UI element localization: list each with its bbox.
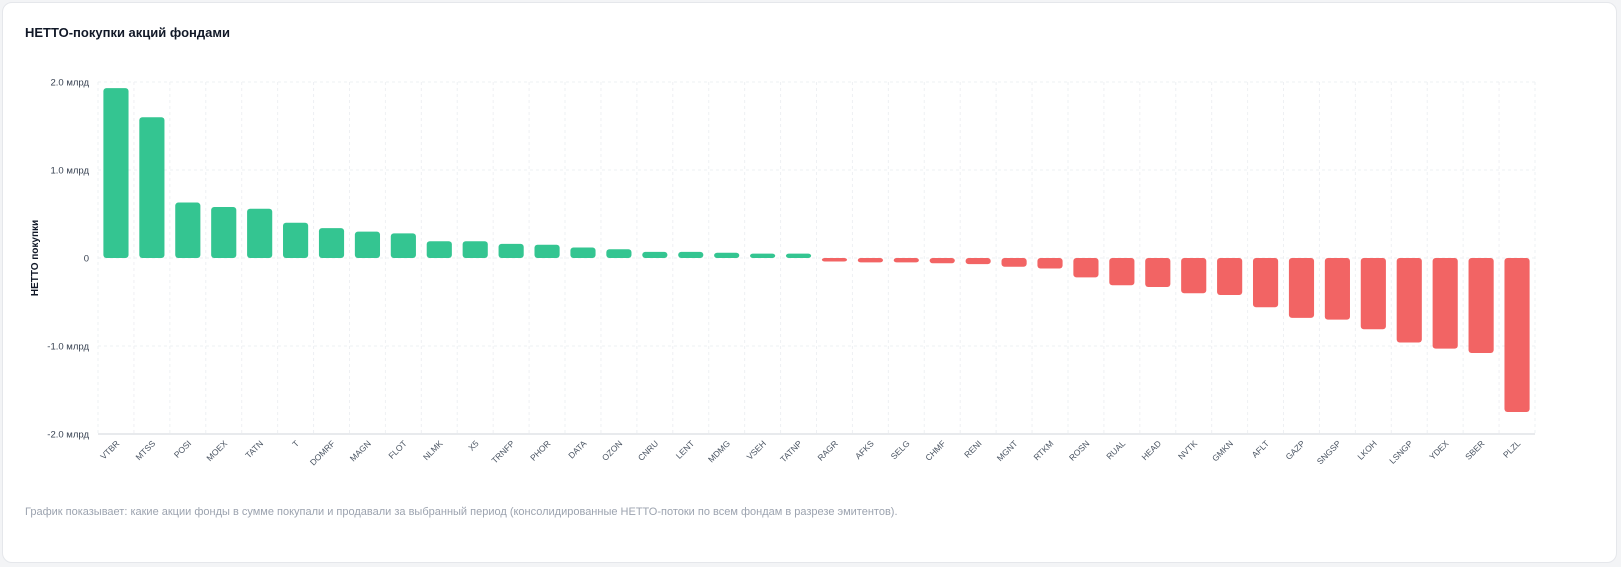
bar-mgnt[interactable] [1001,258,1027,267]
x-tick-label: MGNT [995,438,1020,463]
x-tick-label: RTKM [1031,438,1055,462]
bar-mdmg[interactable] [714,252,740,258]
bar-rtkm[interactable] [1037,258,1063,269]
x-tick-label: DOMRF [308,438,337,467]
bar-nvtk[interactable] [1181,258,1207,294]
x-tick-label: DATA [566,438,588,460]
bar-ydex[interactable] [1432,258,1458,349]
x-tick-label: SNGSP [1315,438,1343,466]
bar-sber[interactable] [1468,258,1494,354]
bar-sngsp[interactable] [1324,258,1350,320]
x-tick-label: OZON [600,438,624,462]
x-tick-label: AFKS [853,438,876,461]
x-tick-label: RENI [962,438,983,459]
grid-layer [97,81,1536,435]
x-tick-label: CHMF [923,438,947,462]
bar-ragr[interactable] [821,258,848,262]
x-tick-label: FLOT [386,438,408,460]
y-axis: 2.0 млрд 1.0 млрд 0 -1.0 млрд -2.0 млрд [47,78,89,441]
chart-title: НЕТТО-покупки акций фондами [25,25,230,40]
bar-gazp[interactable] [1288,258,1315,318]
x-tick-label: VTBR [98,438,121,461]
x-tick-label: HEAD [1139,438,1163,462]
x-tick-label: CNRU [636,438,660,462]
bar-aflt[interactable] [1252,258,1279,308]
bar-moex[interactable] [211,206,237,258]
bar-gmkn[interactable] [1217,258,1243,295]
x-tick-label: TATNP [778,438,804,464]
bar-ozon[interactable] [606,249,632,258]
bar-rosn[interactable] [1073,258,1099,278]
bar-posi[interactable] [175,202,201,258]
bar-lsngp[interactable] [1396,258,1422,343]
x-tick-label: MAGN [348,438,373,463]
x-tick-label: YDEX [1427,438,1451,462]
x-tick-label: POSI [172,438,193,459]
bar-lkoh[interactable] [1360,258,1386,330]
x-tick-label: MTSS [134,438,158,462]
x-tick-label: LSNGP [1387,438,1415,466]
bar-lent[interactable] [678,251,704,258]
y-tick-label: -2.0 млрд [47,430,89,441]
x-tick-label: GAZP [1283,438,1307,462]
bar-rual[interactable] [1109,258,1135,286]
bar-reni[interactable] [965,258,991,265]
x-axis: VTBR MTSS POSI MOEX TATN T DOMRF MAGN FLOT NLMK X5… [98,433,1535,467]
bar-chmf[interactable] [929,258,955,264]
bar-afks[interactable] [857,258,883,263]
y-tick-label: 1.0 млрд [50,166,89,177]
bar-cnru[interactable] [642,251,668,258]
y-tick-label: -1.0 млрд [47,342,89,353]
bar-vseh[interactable] [750,253,776,258]
x-tick-label: LENT [674,438,696,460]
bar-x5[interactable] [462,241,488,258]
x-tick-label: PLZL [1501,438,1523,460]
x-tick-label: RAGR [815,438,839,462]
x-tick-label: GMKN [1210,438,1235,463]
x-tick-label: SELG [889,438,912,461]
bar-plzl[interactable] [1504,258,1530,412]
x-tick-label: TRNFP [489,438,516,465]
bar-vtbr[interactable] [103,88,129,258]
bar-mtss[interactable] [139,117,165,258]
bar-tatnp[interactable] [785,253,812,258]
x-tick-label: ROSN [1067,438,1091,462]
x-tick-label: RUAL [1104,438,1127,461]
x-tick-label: PHOR [528,438,552,462]
y-axis-label: НЕТТО покупки [30,220,41,296]
bar-trnfp[interactable] [498,243,524,258]
bar-data[interactable] [570,247,596,258]
x-tick-label: LKOH [1355,438,1378,461]
x-tick-label: TATN [243,438,265,460]
y-tick-label: 0 [84,254,89,265]
y-tick-label: 2.0 млрд [50,78,89,89]
bar-domrf[interactable] [318,228,345,258]
x-tick-label: SBER [1463,438,1486,461]
x-tick-label: AFLT [1250,438,1271,459]
x-tick-label: MDMG [706,438,732,464]
bar-t[interactable] [283,222,309,258]
x-tick-label: X5 [466,438,481,453]
chart-footnote: График показывает: какие акции фонды в с… [25,506,898,518]
x-tick-label: NVTK [1176,438,1199,461]
bars-layer [103,88,1530,412]
bar-magn[interactable] [354,231,381,258]
x-tick-label: NLMK [421,438,445,462]
bar-head[interactable] [1145,258,1171,288]
x-tick-label: MOEX [204,438,229,463]
bar-phor[interactable] [534,244,560,258]
bar-nlmk[interactable] [426,241,452,258]
bar-flot[interactable] [390,233,416,258]
bar-selg[interactable] [893,258,919,263]
x-tick-label: T [290,438,301,449]
x-tick-label: VSEH [745,438,768,461]
bar-tatn[interactable] [247,208,273,258]
